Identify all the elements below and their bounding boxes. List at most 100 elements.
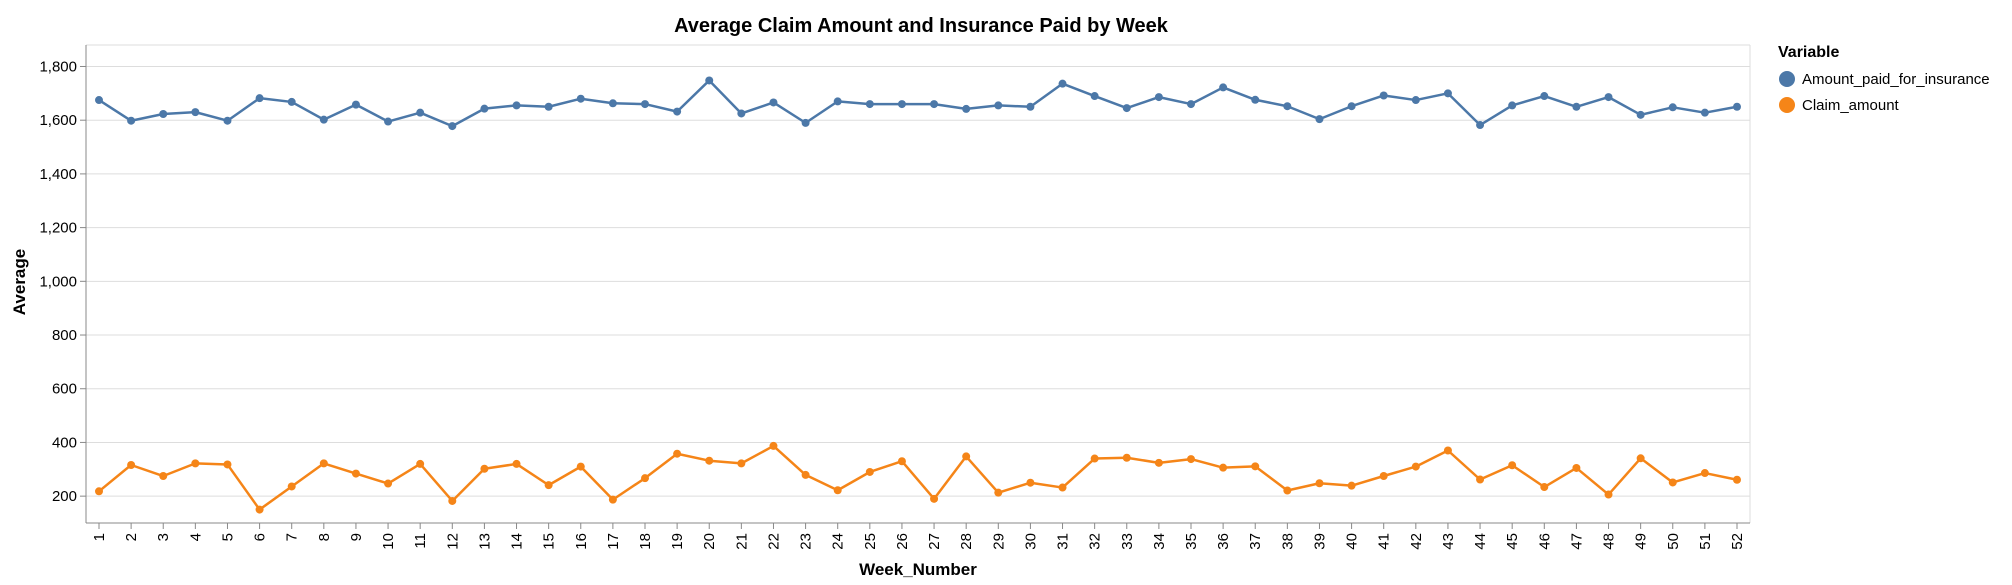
x-tick-label: 8 bbox=[316, 533, 333, 541]
data-point bbox=[480, 104, 489, 113]
data-point bbox=[962, 452, 971, 461]
data-point bbox=[1508, 461, 1517, 470]
x-tick-label: 12 bbox=[444, 533, 461, 550]
x-tick-label: 22 bbox=[765, 533, 782, 550]
data-point bbox=[1411, 462, 1420, 471]
data-point bbox=[1733, 475, 1741, 484]
y-tick-label: 400 bbox=[52, 434, 77, 451]
data-point bbox=[769, 441, 778, 450]
data-point bbox=[1154, 93, 1163, 102]
series-layer bbox=[95, 76, 1741, 514]
data-point bbox=[1668, 103, 1677, 112]
data-point bbox=[1443, 446, 1452, 455]
data-point bbox=[801, 118, 810, 127]
legend-label: Amount_paid_for_insurance bbox=[1802, 71, 1990, 88]
data-point bbox=[1251, 462, 1260, 471]
data-point bbox=[641, 100, 649, 109]
x-tick-label: 44 bbox=[1472, 533, 1489, 550]
x-tick-label: 21 bbox=[733, 533, 750, 550]
data-point bbox=[384, 117, 393, 126]
y-tick-label: 200 bbox=[52, 488, 77, 505]
data-point bbox=[416, 108, 425, 117]
data-point bbox=[1379, 91, 1388, 100]
data-point bbox=[673, 107, 682, 116]
x-tick-label: 29 bbox=[990, 533, 1007, 550]
data-point bbox=[801, 470, 810, 479]
x-tick-label: 46 bbox=[1536, 533, 1553, 550]
data-point bbox=[191, 459, 200, 468]
x-tick-label: 1 bbox=[91, 533, 108, 541]
legend-title: Variable bbox=[1778, 44, 1839, 61]
y-tick-label: 600 bbox=[52, 381, 77, 398]
data-point bbox=[1058, 79, 1067, 88]
legend: Variable Amount_paid_for_insurance Claim_… bbox=[1778, 44, 1990, 114]
grid-lines bbox=[86, 44, 1751, 523]
x-tick-label: 14 bbox=[509, 533, 526, 550]
data-point bbox=[608, 99, 617, 108]
data-point bbox=[1122, 453, 1131, 462]
data-point bbox=[673, 449, 682, 458]
data-point bbox=[1636, 110, 1645, 119]
data-point bbox=[865, 467, 874, 476]
y-tick-label: 1,200 bbox=[39, 220, 77, 237]
data-point bbox=[1604, 93, 1613, 102]
x-tick-label: 7 bbox=[284, 533, 301, 541]
x-tick-label: 19 bbox=[669, 533, 686, 550]
data-point bbox=[351, 469, 360, 478]
x-tick-label: 38 bbox=[1279, 533, 1296, 550]
x-tick-label: 36 bbox=[1215, 533, 1232, 550]
x-tick-label: 13 bbox=[476, 533, 493, 550]
series-line bbox=[98, 79, 1738, 128]
x-tick-label: 2 bbox=[123, 533, 140, 541]
data-point bbox=[95, 96, 103, 105]
x-tick-label: 51 bbox=[1697, 533, 1714, 550]
data-point bbox=[1508, 101, 1517, 110]
x-tick-label: 15 bbox=[541, 533, 558, 550]
data-point bbox=[897, 100, 906, 109]
data-point bbox=[255, 94, 264, 103]
x-tick-label: 18 bbox=[637, 533, 654, 550]
data-point bbox=[351, 100, 360, 109]
x-tick-label: 47 bbox=[1568, 533, 1585, 550]
x-tick-label: 5 bbox=[219, 533, 236, 541]
data-point bbox=[1700, 469, 1709, 478]
x-tick-label: 32 bbox=[1087, 533, 1104, 550]
data-point bbox=[865, 100, 874, 109]
x-tick-label: 48 bbox=[1601, 533, 1618, 550]
x-tick-label: 37 bbox=[1247, 533, 1264, 550]
data-point bbox=[1187, 100, 1195, 109]
data-point bbox=[1540, 92, 1549, 101]
data-point bbox=[962, 104, 971, 113]
data-point bbox=[1090, 92, 1099, 101]
data-point bbox=[1315, 479, 1324, 488]
y-axis-title: Average bbox=[10, 249, 29, 315]
data-point bbox=[1540, 483, 1549, 492]
y-tick-label: 1,400 bbox=[39, 166, 77, 183]
data-point bbox=[255, 505, 264, 514]
data-point bbox=[1026, 478, 1035, 487]
x-tick-label: 41 bbox=[1376, 533, 1393, 550]
x-tick-label: 27 bbox=[926, 533, 943, 550]
data-point bbox=[1219, 83, 1228, 92]
data-point bbox=[833, 486, 842, 495]
data-point bbox=[319, 115, 328, 124]
data-point bbox=[930, 494, 939, 503]
data-point bbox=[191, 108, 200, 117]
data-point bbox=[319, 459, 328, 468]
x-tick-label: 11 bbox=[412, 533, 429, 549]
legend-symbol bbox=[1779, 97, 1795, 113]
data-point bbox=[608, 495, 617, 504]
data-point bbox=[737, 109, 746, 118]
data-point bbox=[576, 462, 585, 471]
x-tick-label: 30 bbox=[1022, 533, 1039, 550]
y-tick-label: 1,600 bbox=[39, 112, 77, 129]
data-point bbox=[1315, 115, 1324, 124]
x-tick-label: 3 bbox=[155, 533, 172, 541]
data-point bbox=[994, 101, 1003, 110]
data-point bbox=[897, 457, 906, 466]
x-tick-label: 39 bbox=[1311, 533, 1328, 550]
data-point bbox=[1026, 102, 1035, 111]
data-point bbox=[1411, 96, 1420, 105]
